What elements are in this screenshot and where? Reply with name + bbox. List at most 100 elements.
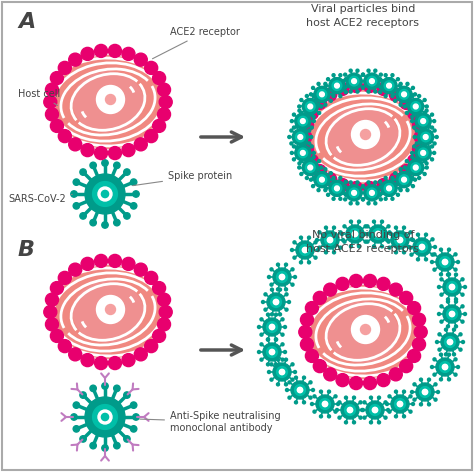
Circle shape <box>260 333 263 336</box>
Circle shape <box>394 185 397 188</box>
Circle shape <box>328 415 330 418</box>
Circle shape <box>284 358 288 361</box>
Circle shape <box>327 91 329 93</box>
Circle shape <box>428 403 430 406</box>
Circle shape <box>449 284 455 290</box>
Circle shape <box>266 313 270 316</box>
Circle shape <box>356 181 359 184</box>
Circle shape <box>445 328 447 331</box>
Circle shape <box>325 187 328 190</box>
Circle shape <box>44 95 57 109</box>
Circle shape <box>98 410 112 424</box>
Circle shape <box>447 325 449 328</box>
Circle shape <box>389 88 402 101</box>
Circle shape <box>408 99 424 115</box>
Circle shape <box>324 368 337 381</box>
Circle shape <box>318 99 320 101</box>
Circle shape <box>288 135 291 138</box>
Circle shape <box>430 261 434 263</box>
Circle shape <box>367 69 370 72</box>
Circle shape <box>310 158 313 161</box>
Circle shape <box>329 180 345 196</box>
Circle shape <box>366 233 370 236</box>
Circle shape <box>374 90 377 93</box>
Circle shape <box>266 338 270 341</box>
Circle shape <box>433 119 436 123</box>
Circle shape <box>301 338 313 351</box>
Circle shape <box>305 141 308 144</box>
Circle shape <box>411 403 414 405</box>
Circle shape <box>279 313 282 316</box>
Ellipse shape <box>328 302 398 362</box>
Circle shape <box>421 132 430 142</box>
Circle shape <box>363 416 366 419</box>
Circle shape <box>391 197 394 200</box>
Circle shape <box>408 302 420 315</box>
Circle shape <box>292 126 295 129</box>
Circle shape <box>434 383 437 386</box>
Circle shape <box>318 111 320 114</box>
Circle shape <box>436 340 438 344</box>
Circle shape <box>423 160 426 162</box>
Circle shape <box>425 258 428 261</box>
Circle shape <box>366 240 369 243</box>
Circle shape <box>349 76 359 86</box>
Circle shape <box>339 197 342 200</box>
Circle shape <box>339 246 342 249</box>
Circle shape <box>130 426 137 432</box>
Circle shape <box>430 145 434 148</box>
Circle shape <box>346 73 362 89</box>
Circle shape <box>293 276 297 278</box>
Circle shape <box>71 414 77 420</box>
Circle shape <box>438 286 440 288</box>
Circle shape <box>438 348 441 351</box>
Circle shape <box>317 168 320 171</box>
Circle shape <box>364 79 376 93</box>
Circle shape <box>364 274 376 287</box>
Circle shape <box>439 257 450 268</box>
Circle shape <box>329 86 332 89</box>
Circle shape <box>267 293 285 311</box>
Circle shape <box>284 383 288 386</box>
Ellipse shape <box>328 107 398 167</box>
Circle shape <box>419 148 428 158</box>
Circle shape <box>81 354 94 367</box>
Circle shape <box>133 414 139 420</box>
Circle shape <box>419 116 428 126</box>
Circle shape <box>94 254 108 268</box>
Circle shape <box>318 172 320 176</box>
Circle shape <box>122 354 135 367</box>
Circle shape <box>347 407 353 413</box>
Circle shape <box>157 83 171 96</box>
Circle shape <box>329 78 345 93</box>
Circle shape <box>344 73 346 76</box>
Circle shape <box>276 358 280 361</box>
Circle shape <box>374 181 377 184</box>
Circle shape <box>305 101 315 111</box>
Circle shape <box>263 343 281 361</box>
Circle shape <box>391 395 409 413</box>
Circle shape <box>327 194 329 196</box>
Circle shape <box>422 389 428 395</box>
Circle shape <box>447 309 457 320</box>
Circle shape <box>312 156 315 159</box>
Circle shape <box>312 177 315 179</box>
Circle shape <box>305 130 308 133</box>
Circle shape <box>260 318 263 321</box>
Circle shape <box>305 349 319 362</box>
Circle shape <box>364 185 380 201</box>
Circle shape <box>353 396 356 399</box>
Circle shape <box>101 190 109 198</box>
Circle shape <box>362 185 365 188</box>
Circle shape <box>325 235 336 245</box>
Circle shape <box>343 240 346 243</box>
Circle shape <box>387 225 390 228</box>
Circle shape <box>381 78 397 93</box>
Circle shape <box>388 231 391 234</box>
Circle shape <box>333 251 336 254</box>
Circle shape <box>447 273 450 276</box>
Circle shape <box>302 125 305 128</box>
Circle shape <box>406 103 409 106</box>
Circle shape <box>384 81 394 91</box>
Circle shape <box>453 328 456 331</box>
